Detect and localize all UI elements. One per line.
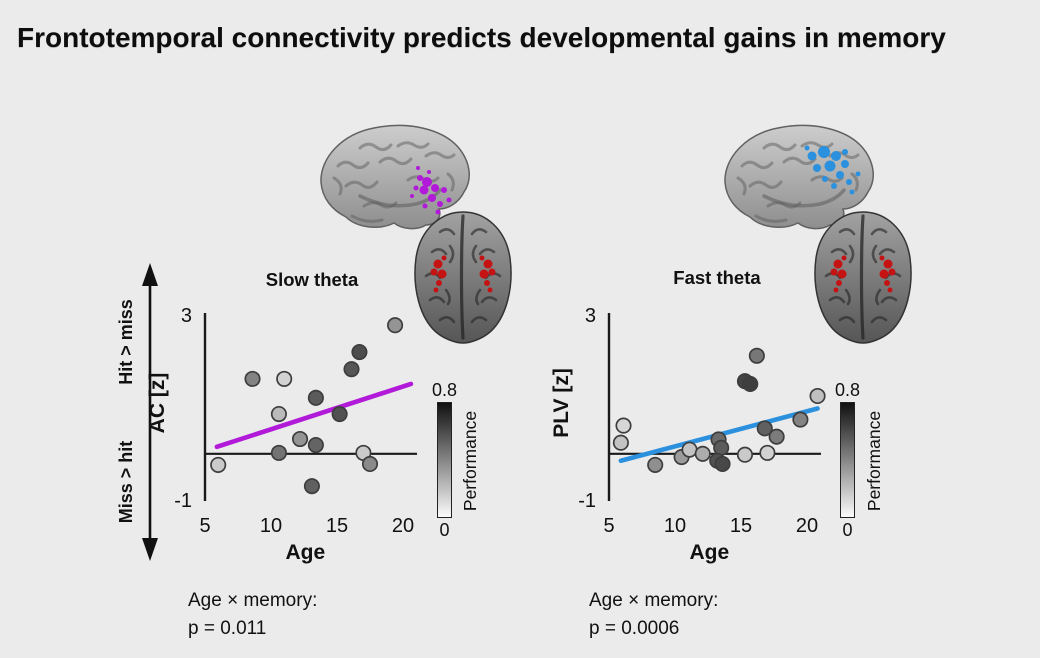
stats-note-slow: Age × memory: p = 0.011 xyxy=(188,587,317,643)
figure-title: Frontotemporal connectivity predicts dev… xyxy=(17,22,946,53)
frontal-cluster-slow-theta xyxy=(410,166,452,215)
y-axis-label: AC [z] xyxy=(146,373,169,434)
data-point xyxy=(361,455,379,473)
stats-line-1: Age × memory: xyxy=(188,590,318,611)
mtl-clusters xyxy=(430,255,496,293)
arrow-head-down-icon xyxy=(142,538,158,561)
data-point xyxy=(612,434,629,451)
stats-line-1: Age × memory: xyxy=(589,590,719,611)
data-point xyxy=(748,347,765,364)
miss-gt-hit-label: Miss > hit xyxy=(116,440,136,524)
data-point xyxy=(244,370,261,387)
y-tick-label: 3 xyxy=(181,305,192,327)
x-tick-label: 20 xyxy=(392,515,414,537)
x-tick-label: 5 xyxy=(199,515,210,537)
x-tick-label: 5 xyxy=(603,515,614,537)
fast-theta-lateral-brain xyxy=(724,124,874,230)
stats-note-fast: Age × memory: p = 0.0006 xyxy=(589,587,718,643)
colorbar-axis-label-fast: Performance xyxy=(864,410,884,512)
data-point xyxy=(768,428,785,445)
data-point xyxy=(387,317,404,334)
colorbar-max-label: 0.8 xyxy=(834,380,861,400)
colorbar-min-label: 0 xyxy=(842,520,853,540)
data-point xyxy=(351,343,368,361)
condition-label-fast-theta: Fast theta xyxy=(673,267,761,288)
fast-theta-scatter-plot: 3 -1 5 10 15 20 Age PLV [z] xyxy=(550,305,826,564)
data-point xyxy=(276,370,293,387)
data-point xyxy=(291,430,309,448)
colorbar-axis-label-slow: Performance xyxy=(460,410,480,512)
slow-theta-lateral-brain xyxy=(320,124,470,230)
data-point xyxy=(343,361,360,378)
data-point xyxy=(210,456,227,473)
x-tick-label: 15 xyxy=(326,515,348,537)
data-point xyxy=(647,456,664,473)
colorbar-max-label: 0.8 xyxy=(431,380,458,400)
data-point xyxy=(270,405,287,423)
brain-sulci xyxy=(824,214,902,340)
data-point xyxy=(615,417,632,434)
brain-sulci xyxy=(736,141,860,223)
data-point xyxy=(270,444,287,461)
fast-theta-axial-brain xyxy=(814,211,912,344)
data-point xyxy=(694,445,711,462)
x-tick-label: 10 xyxy=(260,515,282,537)
condition-label-slow-theta: Slow theta xyxy=(265,269,359,290)
y-tick-label: 3 xyxy=(585,305,596,327)
data-point xyxy=(307,436,324,454)
data-point xyxy=(756,420,773,437)
data-point xyxy=(331,405,348,423)
x-axis-label: Age xyxy=(285,541,325,564)
data-point xyxy=(742,375,759,393)
x-tick-label: 10 xyxy=(664,515,686,537)
frontoparietal-cluster-fast-theta xyxy=(804,145,861,195)
performance-colorbar-slow: 0.8 0 xyxy=(427,380,462,540)
x-tick-label: 20 xyxy=(796,515,818,537)
x-axis-label: Age xyxy=(689,541,729,564)
data-point xyxy=(303,478,320,495)
y-axis-label: PLV [z] xyxy=(550,368,573,438)
slow-theta-scatter-plot: 3 -1 5 10 15 20 Age AC [z] xyxy=(146,305,417,564)
slow-theta-axial-brain xyxy=(414,211,512,344)
colorbar-gradient xyxy=(437,402,452,518)
colorbar-min-label: 0 xyxy=(439,520,450,540)
hit-miss-axis-arrow xyxy=(142,263,158,561)
hit-gt-miss-label: Hit > miss xyxy=(116,299,136,385)
performance-colorbar-fast: 0.8 0 xyxy=(830,380,865,540)
y-tick-label: -1 xyxy=(578,490,596,512)
data-point xyxy=(714,455,731,473)
brain-outline xyxy=(320,124,470,230)
colorbar-gradient xyxy=(840,402,855,518)
x-tick-label: 15 xyxy=(730,515,752,537)
data-point xyxy=(809,387,826,405)
data-point xyxy=(736,446,754,463)
data-point xyxy=(792,411,809,428)
y-tick-label: -1 xyxy=(174,490,192,512)
data-point xyxy=(759,444,776,461)
regression-line xyxy=(214,381,414,450)
brain-sulci xyxy=(332,141,456,223)
arrow-head-up-icon xyxy=(142,263,158,286)
stats-line-2: p = 0.0006 xyxy=(589,618,680,639)
mtl-clusters xyxy=(830,255,896,293)
stats-line-2: p = 0.011 xyxy=(188,618,267,639)
data-point xyxy=(307,389,324,406)
data-point xyxy=(681,441,698,458)
